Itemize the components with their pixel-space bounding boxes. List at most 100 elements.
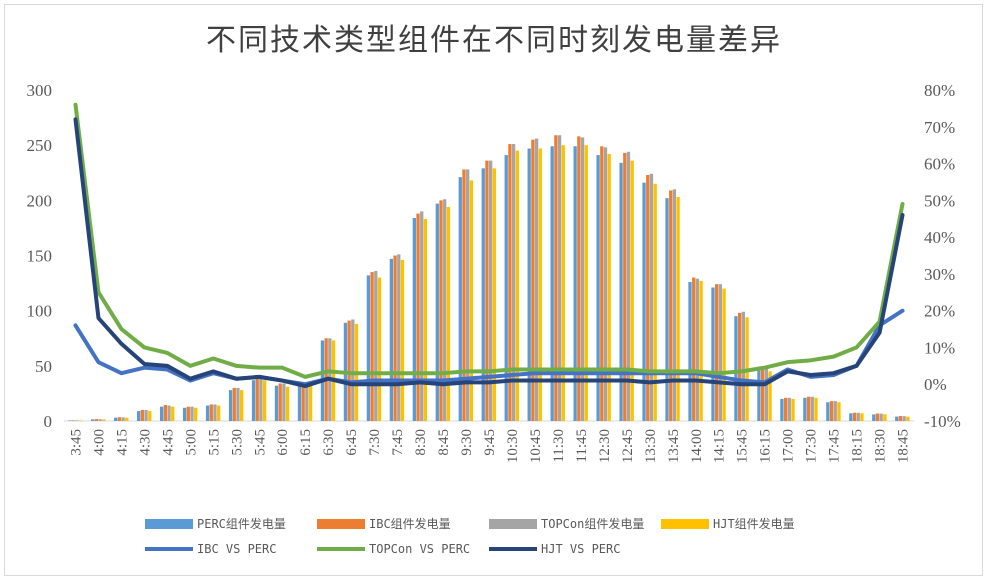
bar — [469, 180, 474, 421]
bar — [688, 281, 692, 421]
bar — [511, 144, 516, 421]
bar — [534, 138, 539, 422]
bar — [114, 417, 118, 421]
bar — [557, 135, 562, 422]
x-tick-label: 8:45 — [436, 429, 452, 456]
bar — [573, 146, 577, 421]
x-tick-label: 6:45 — [344, 429, 360, 456]
legend-swatch — [317, 519, 365, 529]
bar — [603, 147, 608, 421]
chart-frame — [4, 4, 983, 576]
bar — [791, 398, 795, 421]
x-tick-label: 10:45 — [528, 429, 544, 463]
bar — [489, 160, 493, 422]
bar — [780, 398, 784, 421]
bar — [630, 160, 634, 422]
bar — [121, 417, 125, 421]
bar — [649, 173, 654, 421]
bar — [642, 182, 646, 421]
bar — [182, 407, 187, 421]
bar — [619, 162, 623, 421]
x-tick-label: 5:15 — [206, 429, 222, 456]
bar — [814, 397, 818, 421]
bar — [259, 376, 263, 421]
x-tick-label: 14:00 — [689, 429, 705, 463]
bar — [278, 383, 282, 421]
bar — [883, 414, 887, 421]
x-tick-label: 4:45 — [160, 429, 176, 456]
y2-tick-label: 30% — [924, 265, 955, 284]
line-series — [73, 102, 905, 389]
x-tick-label: 16:15 — [758, 429, 774, 463]
x-tick-label: 4:30 — [137, 429, 153, 456]
bar — [898, 416, 903, 421]
legend-label: TOPCon VS PERC — [369, 542, 470, 556]
bar — [232, 387, 236, 421]
legend-label: IBC组件发电量 — [369, 516, 451, 531]
x-tick-label: 17:00 — [781, 429, 797, 463]
bar — [117, 417, 122, 421]
bar — [764, 368, 768, 421]
bar — [561, 145, 565, 422]
x-tick-label: 14:15 — [712, 429, 728, 463]
bar — [351, 319, 355, 421]
bar — [653, 183, 657, 421]
bar — [102, 419, 106, 421]
bar — [607, 153, 611, 422]
x-tick-label: 11:45 — [574, 429, 590, 463]
bar — [458, 177, 462, 421]
bar — [282, 383, 286, 421]
bar — [872, 414, 876, 421]
bar — [416, 213, 420, 421]
y-tick-label: 0 — [44, 412, 53, 431]
bar — [715, 284, 719, 421]
x-tick-label: 6:15 — [298, 429, 314, 456]
y2-tick-label: 0% — [924, 375, 947, 394]
bar — [554, 135, 558, 422]
legend-swatch — [489, 519, 537, 529]
y-tick-label: 50 — [35, 357, 52, 376]
bar — [443, 199, 447, 421]
legend-label: IBC VS PERC — [197, 542, 276, 556]
x-tick-label: 7:45 — [390, 429, 406, 456]
bar — [285, 386, 290, 421]
x-tick-label: 3:45 — [68, 429, 84, 456]
x-axis: 3:45 4:00 4:15 4:30 4:45 5:00 5:15 5:30 5:45 6:00… — [68, 429, 911, 463]
bar — [420, 211, 424, 421]
bar — [711, 287, 715, 421]
y2-tick-label: 80% — [924, 81, 955, 100]
bar — [734, 316, 738, 421]
bar — [262, 380, 267, 421]
bar — [600, 146, 604, 421]
x-tick-label: 9:45 — [482, 429, 498, 456]
bar — [803, 397, 807, 421]
bar — [209, 404, 213, 421]
bar — [255, 376, 259, 421]
bar — [217, 405, 221, 421]
bar — [741, 311, 745, 421]
legend-label: TOPCon组件发电量 — [541, 516, 644, 531]
bar — [757, 370, 761, 421]
bar — [833, 401, 837, 421]
bar — [190, 406, 194, 421]
bar — [366, 275, 371, 421]
bar — [492, 168, 496, 421]
x-tick-label: 13:45 — [666, 429, 682, 463]
bar — [228, 390, 233, 421]
legend-label: HJT VS PERC — [541, 542, 620, 556]
bar — [308, 385, 313, 421]
bar — [623, 152, 627, 421]
y2-tick-label: 70% — [924, 118, 955, 137]
bar — [466, 169, 470, 421]
bar — [137, 411, 141, 421]
bar — [849, 413, 853, 421]
bar — [738, 312, 742, 421]
bar — [596, 155, 600, 421]
bar — [584, 145, 588, 422]
bar — [305, 382, 309, 421]
bar — [481, 168, 485, 421]
y2-tick-label: -10% — [924, 412, 961, 431]
bar — [186, 406, 190, 421]
bar — [167, 405, 171, 421]
y2-tick-label: 40% — [924, 228, 955, 247]
